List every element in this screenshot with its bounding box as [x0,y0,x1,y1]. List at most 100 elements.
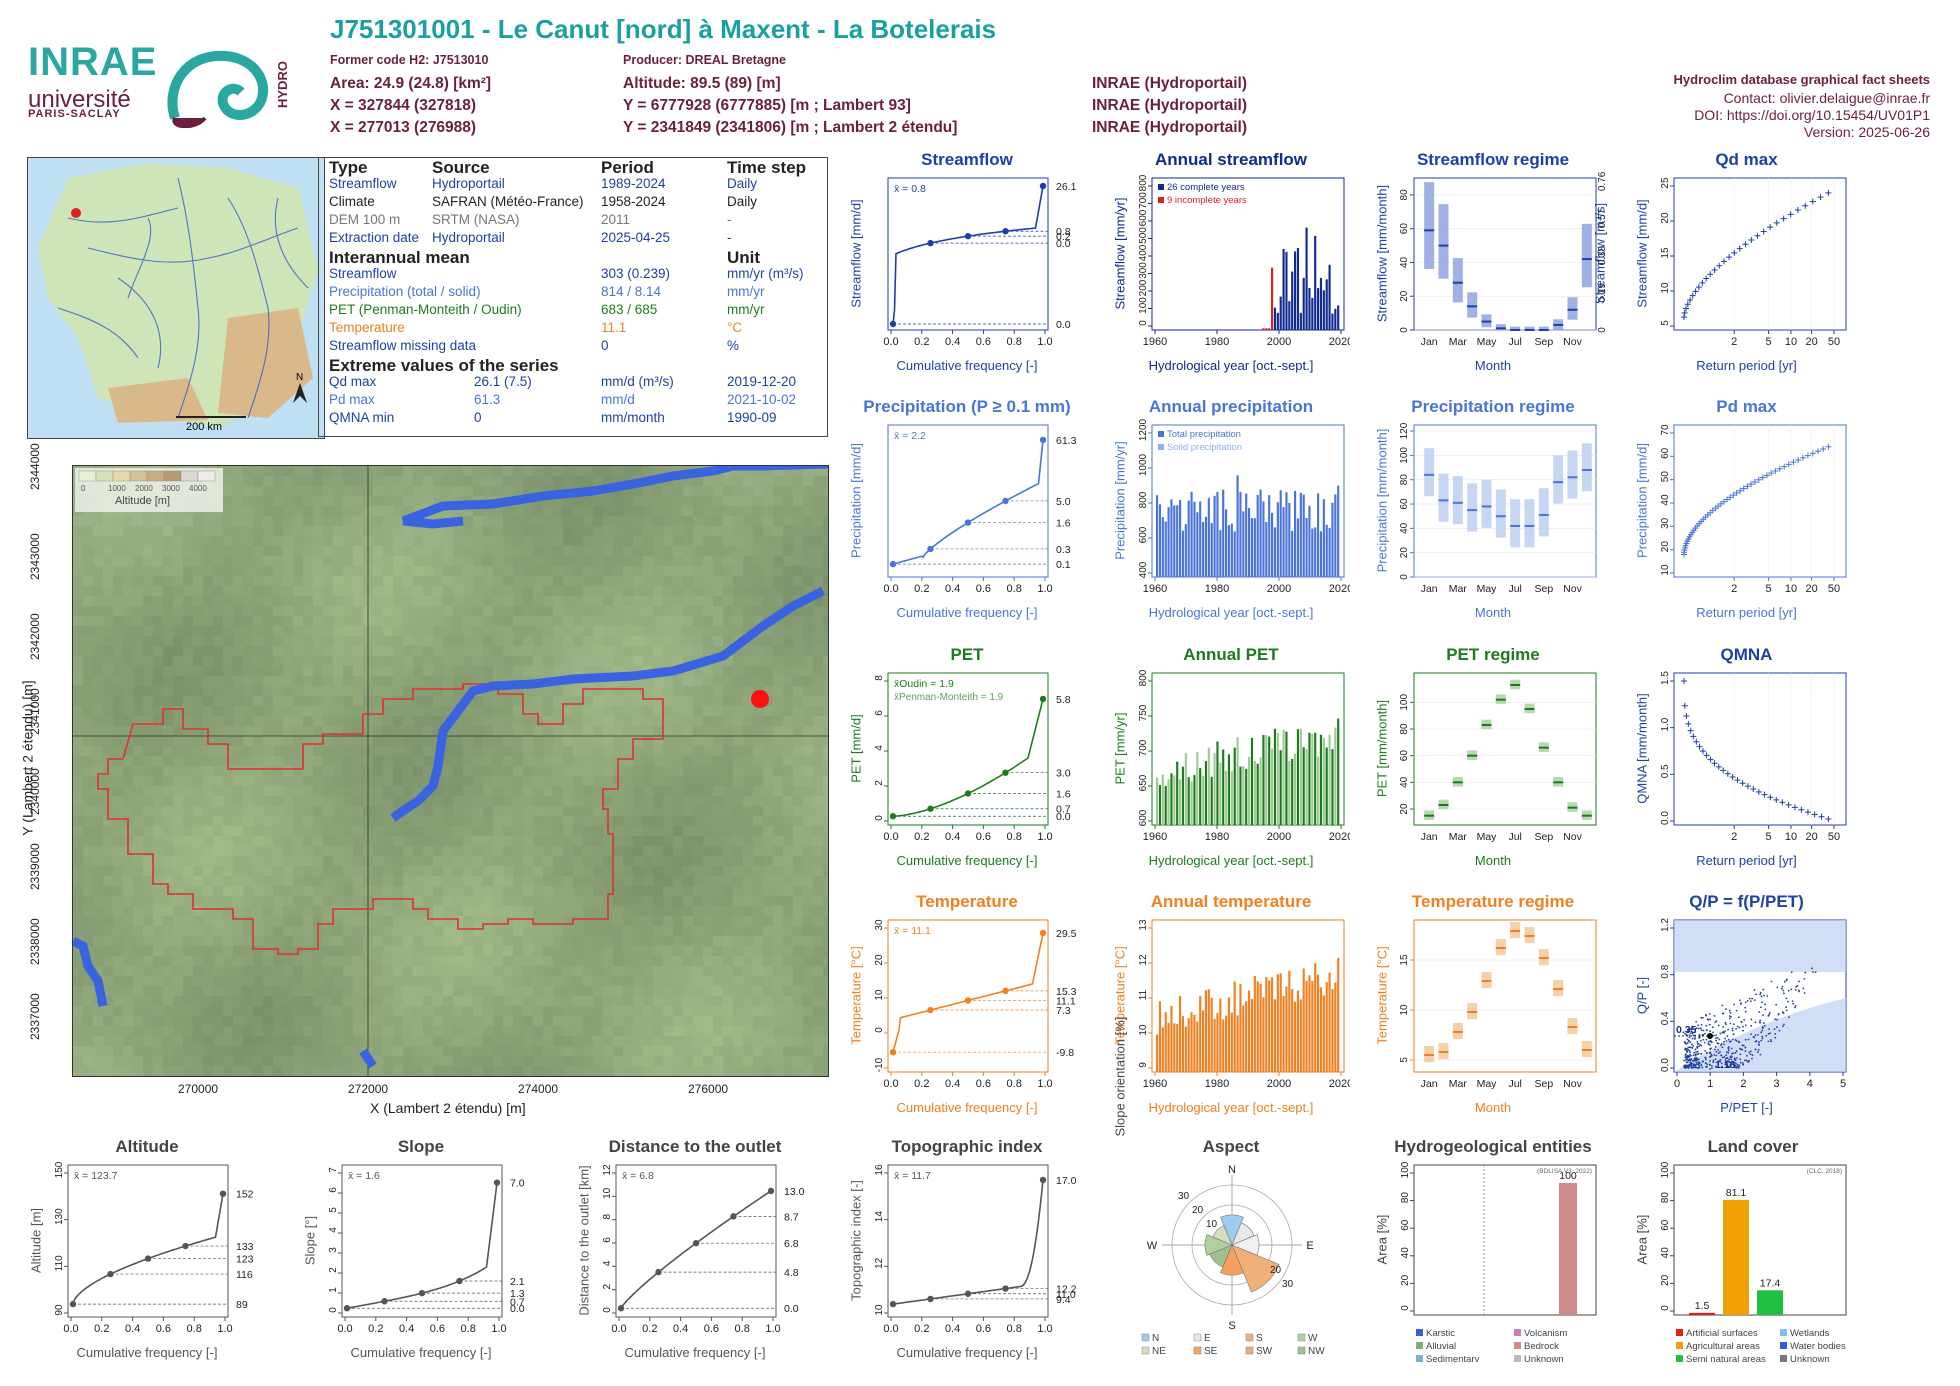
xtick: 3 [1774,1078,1780,1090]
ytick: 10 [1399,1004,1410,1016]
ytick: 0 [1399,327,1410,333]
annual_pet-bar [1317,756,1320,825]
annual_precipitation-bar [1337,485,1340,577]
altitude-right-tick: 89 [236,1299,248,1311]
landcover-bar-label: 17.4 [1760,1277,1781,1289]
annual_temperature-bar [1167,1022,1170,1072]
qd_max-point [1773,219,1780,226]
header: INRAE université PARIS-SACLAY HYDRO J751… [0,0,1960,150]
mean-value: 814 / 8.14 [601,284,662,299]
annual_streamflow-xlabel: Hydrological year [oct.-sept.] [1148,358,1314,373]
qmna-panel: QMNA 2 5 10 20 50 0.0 0.5 1.0 1.5 Return period [y… [1634,645,1859,870]
summary-type: Climate [329,194,375,209]
annual_precipitation-bar [1268,495,1271,577]
annual_pet-bar [1248,756,1251,825]
xtick: 0.0 [883,1078,898,1090]
precipitation_regime-box [1467,483,1478,532]
ytick: 100 [1399,447,1410,464]
qmna-point [1711,760,1718,767]
xtick: 2000 [1267,1078,1291,1090]
annual_pet-bar [1210,776,1213,825]
qmna-point [1693,738,1700,745]
landcover-bar-label: 81.1 [1726,1187,1747,1199]
xtick: 0.8 [461,1323,476,1335]
annual_pet-bar [1193,775,1196,825]
annual_precipitation-bar [1325,524,1328,577]
annual_precipitation-bar [1294,490,1297,577]
annual_pet-bar [1176,761,1179,825]
ytick: 10 [602,1187,613,1199]
slope-right-tick: 2.1 [510,1276,525,1288]
ytick: 130 [54,1208,65,1225]
qd_max-point [1748,237,1755,244]
annual_streamflow-bar [1328,264,1331,330]
ytick: 20 [1660,541,1671,553]
qp-plot: 0.35 1.18 0 1 2 3 4 5 0.0 0.4 0.8 1.2 [1660,918,1847,1090]
precipitation_regime-box [1510,499,1521,548]
xtick: 0.6 [976,831,991,843]
streamflow-right-tick: 0.0 [1056,238,1071,250]
xtick: 0.8 [735,1323,750,1335]
ytick: 15 [1399,954,1410,966]
streamflow_regime-box [1452,258,1463,303]
annual_temperature-bar [1259,983,1262,1072]
mean-label: Streamflow missing data [329,338,477,353]
temperature_regime-title: Temperature regime [1411,892,1575,911]
qmna-point [1818,813,1825,820]
ytick: 700 [1138,192,1149,209]
annual_temperature-bar [1248,990,1251,1072]
qd_max-xlabel: Return period [yr] [1696,358,1797,373]
month-tick: Nov [1563,1078,1582,1090]
annual_streamflow-bar [1288,301,1291,330]
mean-label: Temperature [329,320,405,335]
qd_max-point [1684,301,1691,308]
qmna-point [1739,780,1746,787]
distance-xlabel: Cumulative frequency [-] [624,1345,766,1360]
annual_pet-bar [1250,737,1254,825]
annual_pet-bar [1311,733,1314,825]
annual_precipitation-bar [1288,503,1291,577]
pd_max-point [1820,445,1827,452]
annual_precipitation-bar [1322,499,1325,577]
month-tick: Jan [1421,583,1438,595]
xtick: 0.8 [1007,583,1022,595]
slope-mean: x̄ = 1.6 [348,1170,380,1182]
xtick: 20 [1805,336,1817,348]
qd_max-point [1726,254,1733,261]
xtick: 1980 [1205,583,1229,595]
extreme-label: QMNA min [329,410,395,425]
xtick: 0.4 [945,1323,960,1335]
xtick: 1.0 [1037,583,1052,595]
annual_streamflow-bar [1271,267,1274,330]
annual_precipitation-bar [1302,494,1305,577]
precipitation_regime-box [1553,455,1564,504]
ytick: 300 [1138,262,1149,279]
landcover-legend: Semi natural areas [1686,1354,1766,1362]
month-tick: Mar [1449,831,1468,843]
xtick: 0.6 [976,336,991,348]
ytick: -10 [874,1057,885,1072]
annual_temperature-bar [1273,999,1277,1072]
annual_temperature-bar [1216,1013,1219,1072]
qp-mean-point [1707,1033,1713,1039]
summary-timestep: - [727,212,732,227]
streamflow_regime-box [1581,223,1592,288]
xtick: 4 [1807,1078,1813,1090]
precipitation_regime-box [1567,450,1578,499]
landcover-bar [1757,1290,1783,1315]
pd_max-point [1785,461,1792,468]
annual_precipitation-bar [1239,492,1242,577]
temperature-panel: Temperature 0.0 0.2 0.4 0.6 0.8 1.0 29.5 15.3 11.… [848,892,1086,1117]
xtick: 1.0 [765,1323,780,1335]
xtick: 20 [1805,583,1817,595]
ytick: 600 [1138,809,1149,826]
y-lambert2e: Y = 2341849 (2341806) [m ; Lambert 2 éte… [623,119,958,136]
qd_max-point [1720,258,1727,265]
ytick: 90 [54,1304,65,1316]
streamflow-panel: Streamflow 0.0 0.2 0.4 0.6 0.8 1.0 26.1 0.8 0.2 0.… [848,150,1086,375]
annual_temperature-bar [1176,1024,1179,1072]
xtick: 0.8 [1007,831,1022,843]
extreme-row: Qd max 26.1 (7.5) mm/d (m³/s) 2019-12-20 [329,374,819,392]
qmna-point [1785,801,1792,808]
